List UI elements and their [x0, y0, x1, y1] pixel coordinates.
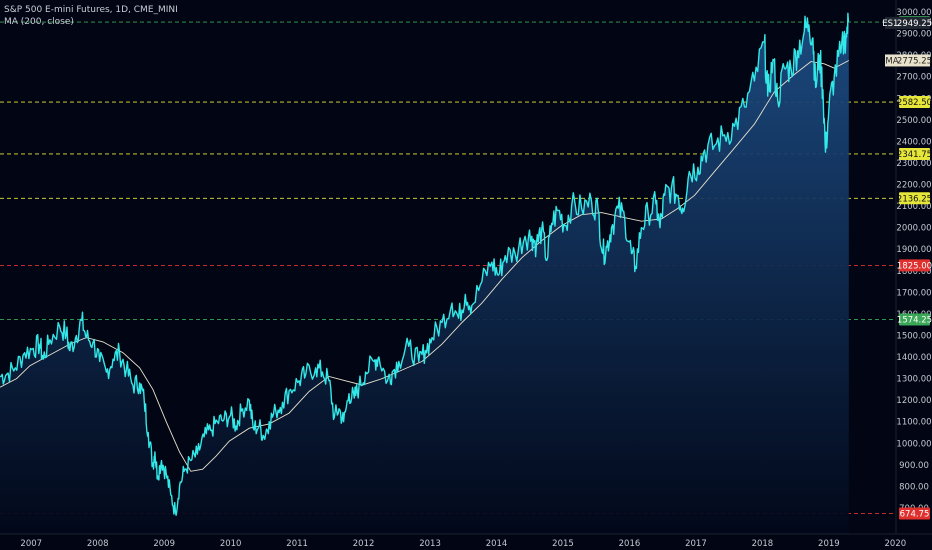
price-badge: ES1!2949.25	[882, 16, 932, 29]
svg-text:2949.25: 2949.25	[897, 19, 932, 29]
x-tick-label: 2013	[419, 539, 441, 549]
x-tick-label: 2019	[818, 539, 840, 549]
y-tick-label: 1200.00	[896, 396, 931, 406]
x-tick-label: 2010	[220, 539, 242, 549]
svg-text:2136.25: 2136.25	[897, 194, 932, 204]
y-tick-label: 1800.00	[896, 267, 931, 277]
horizontal-levels	[0, 21, 896, 514]
price-badges: 2953.252582.502341.752136.251825.001574.…	[882, 16, 932, 520]
svg-text:1574.25: 1574.25	[897, 315, 932, 325]
y-tick-label: 1900.00	[896, 245, 931, 255]
x-tick-label: 2014	[486, 539, 508, 549]
y-tick-label: 1100.00	[896, 418, 931, 428]
x-tick-label: 2020	[885, 539, 907, 549]
level-label: 1825.00	[897, 259, 932, 272]
y-tick-label: 1300.00	[896, 375, 931, 385]
y-tick-label: 2000.00	[896, 224, 931, 234]
y-tick-label: 2400.00	[896, 137, 931, 147]
svg-text:2775.25: 2775.25	[897, 56, 932, 66]
y-tick-label: 800.00	[899, 482, 929, 492]
x-tick-label: 2017	[685, 539, 707, 549]
level-label: 1574.25	[897, 313, 932, 326]
level-label: 2341.75	[897, 147, 932, 160]
svg-text:2341.75: 2341.75	[897, 150, 932, 160]
x-axis[interactable]: 2007 2008 2009 2010 2011 2012 2013 2014 2015 2016…	[20, 539, 906, 549]
ma-line	[0, 60, 850, 472]
svg-text:1825.00: 1825.00	[897, 261, 932, 271]
y-tick-label: 2200.00	[896, 181, 931, 191]
y-tick-label: 1500.00	[896, 331, 931, 341]
y-tick-label: 900.00	[899, 461, 929, 471]
x-tick-label: 2007	[20, 539, 42, 549]
level-label: 674.75	[899, 507, 930, 520]
svg-text:2582.50: 2582.50	[897, 98, 932, 108]
x-tick-label: 2016	[619, 539, 641, 549]
y-tick-label: 3000.00	[896, 8, 931, 18]
y-tick-label: 1700.00	[896, 288, 931, 298]
level-label: 2582.50	[897, 96, 932, 109]
level-label: 2136.25	[897, 192, 932, 205]
price-line	[0, 12, 850, 516]
y-tick-label: 2700.00	[896, 73, 931, 83]
chart-legend: S&P 500 E-mini Futures, 1D, CME_MINI MA …	[4, 4, 178, 28]
svg-text:ES1!: ES1!	[882, 19, 902, 29]
x-tick-label: 2008	[87, 539, 109, 549]
x-tick-label: 2009	[153, 539, 175, 549]
y-tick-label: 2300.00	[896, 159, 931, 169]
price-area-fill	[0, 13, 849, 535]
y-tick-label: 2500.00	[896, 116, 931, 126]
y-tick-label: 2100.00	[896, 202, 931, 212]
x-tick-label: 2012	[353, 539, 375, 549]
y-tick-label: 2900.00	[896, 30, 931, 40]
x-tick-label: 2018	[752, 539, 774, 549]
x-tick-label: 2015	[552, 539, 574, 549]
svg-text:674.75: 674.75	[900, 509, 930, 519]
indicator-title[interactable]: MA (200, close)	[4, 17, 74, 27]
y-axis[interactable]: 700.00800.00900.001000.001100.001200.001…	[896, 8, 931, 514]
symbol-title[interactable]: S&P 500 E-mini Futures, 1D, CME_MINI	[4, 5, 178, 15]
svg-text:MA: MA	[885, 56, 898, 66]
y-tick-label: 1400.00	[896, 353, 931, 363]
y-tick-label: 1000.00	[896, 439, 931, 449]
x-tick-label: 2011	[286, 539, 308, 549]
